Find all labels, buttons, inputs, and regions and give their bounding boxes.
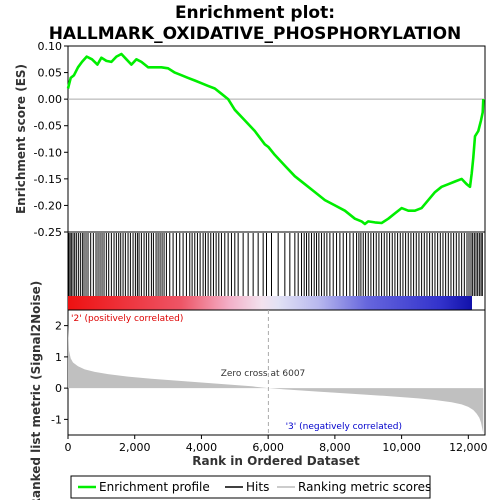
enrichment-profile-line <box>66 52 485 226</box>
ranking-y-tick-label: 0 <box>55 382 62 395</box>
es-panel: 0.10 0.05 0.00 -0.05 -0.10 -0.15 -0.20 -0.25 <box>34 40 486 239</box>
x-axis-label: Rank in Ordered Dataset <box>192 454 360 468</box>
positive-correlation-label: '2' (positively correlated) <box>71 314 183 324</box>
legend-enrichment-label: Enrichment profile <box>99 480 210 494</box>
x-tick-label: 6,000 <box>252 441 284 454</box>
ranking-panel: 2 1 0 -1 '2' (positively correlated) Zero c… <box>51 309 486 436</box>
rank-heat-bar <box>68 296 472 310</box>
x-tick-label: 8,000 <box>319 441 351 454</box>
es-y-tick-label: 0.00 <box>38 93 63 106</box>
ranking-metric-area <box>68 325 484 434</box>
ranking-y-axis-label: Ranked list metric (Signal2Noise) <box>29 281 43 500</box>
es-y-tick-label: -0.20 <box>34 199 62 212</box>
legend-box <box>70 475 431 499</box>
es-y-tick-label: 0.10 <box>38 40 63 53</box>
ranking-y-tick-label: -1 <box>51 413 62 426</box>
x-tick-label: 12,000 <box>449 441 488 454</box>
es-y-tick-label: -0.05 <box>34 120 62 133</box>
hit-lines <box>68 233 483 296</box>
es-y-axis-label: Enrichment score (ES) <box>14 64 28 214</box>
es-y-tick-label: -0.15 <box>34 173 62 186</box>
legend-ranking-label: Ranking metric scores <box>298 480 431 494</box>
ranking-y-tick-label: 2 <box>55 320 62 333</box>
zero-cross-label: Zero cross at 6007 <box>221 369 306 379</box>
x-tick-label: 2,000 <box>119 441 151 454</box>
ranking-y-axis: 2 1 0 -1 <box>51 320 68 426</box>
chart-title-line-2: HALLMARK_OXIDATIVE_PHOSPHORYLATION <box>49 24 462 44</box>
x-axis: 0 2,000 4,000 6,000 8,000 10,000 12,000 <box>65 435 488 454</box>
hits-panel <box>67 231 486 311</box>
legend: Enrichment profile Hits Ranking metric s… <box>70 475 431 499</box>
es-y-axis: 0.10 0.05 0.00 -0.05 -0.10 -0.15 -0.20 -0.25 <box>34 40 68 239</box>
x-tick-label: 0 <box>65 441 72 454</box>
es-y-tick-label: -0.10 <box>34 146 62 159</box>
es-y-tick-label: 0.05 <box>38 67 63 80</box>
es-y-tick-label: -0.25 <box>34 226 62 239</box>
chart-title-line-1: Enrichment plot: <box>175 3 335 23</box>
x-tick-label: 10,000 <box>382 441 421 454</box>
es-plot-frame <box>67 45 486 233</box>
legend-hits-label: Hits <box>246 480 269 494</box>
negative-correlation-label: '3' (negatively correlated) <box>286 422 402 432</box>
ranking-y-tick-label: 1 <box>55 351 62 364</box>
x-tick-label: 4,000 <box>186 441 218 454</box>
